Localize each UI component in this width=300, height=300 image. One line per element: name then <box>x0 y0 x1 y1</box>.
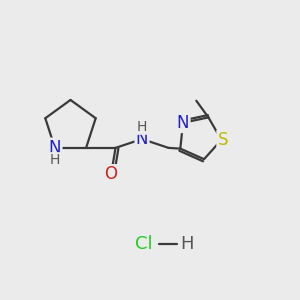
Text: N: N <box>177 114 189 132</box>
Text: S: S <box>218 131 228 149</box>
Text: H: H <box>50 153 60 167</box>
Text: N: N <box>49 139 61 157</box>
Text: Cl: Cl <box>135 235 153 253</box>
Text: N: N <box>136 130 148 148</box>
Text: H: H <box>180 235 194 253</box>
Text: H: H <box>137 120 147 134</box>
Text: O: O <box>105 165 118 183</box>
